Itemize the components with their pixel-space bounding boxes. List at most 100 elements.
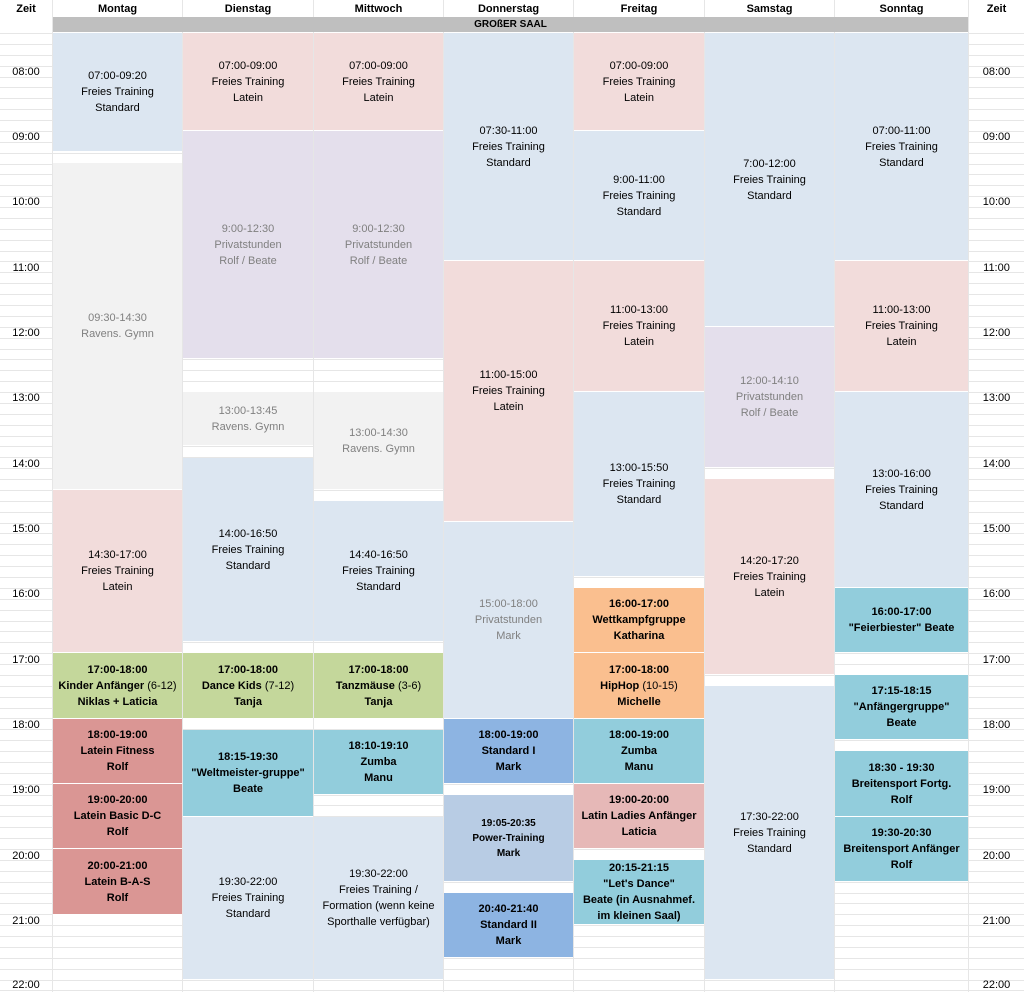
event-subtitle: Rolf	[106, 826, 129, 838]
event-time: 13:00-13:45	[218, 404, 278, 417]
event-time: 20:00-21:00	[87, 859, 148, 872]
event-block: 20:15-21:15 "Let's Dance" Beate (in Ausnah…	[574, 860, 704, 925]
event-subtitle: Standard	[879, 499, 924, 512]
event-time: 17:15-18:15	[871, 685, 932, 697]
event-time: 07:00-09:20	[88, 70, 147, 82]
event-block: 07:00-11:00 Freies Training Standard	[835, 33, 968, 261]
event-subtitle: Latein	[493, 401, 524, 413]
event-subtitle: Laticia	[621, 826, 657, 838]
time-label: 21:00	[982, 915, 1011, 927]
event-subtitle: Latein	[624, 91, 654, 104]
grid-line	[834, 0, 835, 992]
event-subtitle: Standard	[747, 842, 792, 855]
event-block: 17:30-22:00 Freies Training Standard	[705, 686, 834, 980]
event-time: 09:30-14:30	[88, 312, 147, 324]
time-label: 16:00	[12, 588, 40, 600]
event-subtitle: Latein	[886, 336, 917, 348]
event-subtitle: Rolf	[890, 793, 913, 806]
event-subtitle: Rolf / Beate	[740, 407, 799, 419]
event-block: 20:40-21:40 Standard II Mark	[444, 893, 573, 958]
time-label: 13:00	[12, 392, 40, 404]
event-block: 18:00-19:00 Zumba Manu	[574, 719, 704, 784]
time-label: 20:00	[12, 850, 40, 862]
event-time: 14:30-17:00	[88, 549, 147, 561]
grid-line	[704, 0, 705, 992]
day-header-wednesday: Mittwoch	[354, 3, 403, 15]
event-block: 17:00-18:00 Kinder Anfänger (6-12) Niklas …	[53, 653, 182, 719]
event-title: Latein Basic D-C	[73, 810, 162, 822]
event-title: Freies Training	[733, 570, 806, 583]
event-subtitle: Rolf	[106, 761, 129, 773]
event-time: 17:00-18:00	[609, 663, 669, 676]
event-block: 16:00-17:00 "Feierbiester" Beate	[835, 588, 968, 653]
event-block: 17:00-18:00 Dance Kids (7-12) Tanja	[183, 653, 313, 719]
event-subtitle: Beate (in Ausnahmef.	[582, 894, 696, 906]
grid-line	[182, 0, 183, 992]
event-block: 19:30-22:00 Freies Training / Formation (w…	[314, 817, 443, 980]
event-title: Freies Training	[81, 86, 154, 98]
event-title: Ravens. Gymn	[211, 420, 285, 433]
time-label: 22:00	[982, 979, 1011, 991]
event-time: 16:00-17:00	[871, 606, 932, 618]
event-time: 15:00-18:00	[479, 598, 538, 610]
event-block: 15:00-18:00 Privatstunden Mark	[444, 522, 573, 719]
event-time: 12:00-14:10	[740, 375, 799, 387]
event-title: Latin Ladies Anfänger	[581, 810, 697, 822]
event-title: Tanzmäuse	[335, 679, 395, 692]
event-time: 19:30-22:00	[349, 868, 408, 880]
event-time: 17:00-18:00	[348, 663, 409, 676]
time-label: 12:00	[12, 327, 40, 339]
event-title: Freies Training	[865, 483, 938, 496]
event-time: 11:00-15:00	[479, 369, 538, 381]
event-block: 19:30-20:30 Breitensport Anfänger Rolf	[835, 817, 968, 882]
event-subtitle: Rolf / Beate	[349, 254, 408, 267]
event-subtitle: Standard	[225, 559, 271, 572]
event-block: 18:10-19:10 Zumba Manu	[314, 730, 443, 795]
event-title: Privatstunden	[735, 391, 804, 403]
event-subtitle: Katharina	[613, 630, 665, 642]
event-subtitle: Standard	[616, 205, 662, 218]
event-title: Privatstunden	[214, 238, 282, 251]
time-header-right: Zeit	[986, 3, 1007, 15]
event-title: Freies Training	[211, 892, 285, 904]
time-label: 09:00	[12, 131, 40, 143]
event-subtitle: Beate	[233, 783, 263, 795]
time-label: 12:00	[982, 327, 1011, 339]
time-label: 18:00	[12, 719, 40, 731]
day-header-tuesday: Dienstag	[224, 3, 272, 15]
event-time: 18:00-19:00	[87, 729, 148, 741]
event-subtitle: Standard	[225, 908, 271, 920]
day-header-sunday: Sonntag	[879, 3, 924, 15]
event-block: 11:00-15:00 Freies Training Latein	[444, 261, 573, 522]
event-title: Freies Training	[472, 140, 545, 153]
event-block: 13:00-14:30 Ravens. Gymn	[314, 392, 443, 490]
event-subtitle: Latein	[233, 91, 263, 104]
event-time: 11:00-13:00	[610, 304, 668, 316]
event-title: Freies Training	[211, 75, 285, 88]
event-time: 9:00-11:00	[613, 173, 665, 186]
event-title: Standard I	[481, 745, 536, 757]
time-label: 14:00	[12, 458, 40, 470]
event-title: Privatstunden	[474, 614, 543, 626]
event-title: Latein B-A-S	[84, 875, 151, 888]
event-time: 14:00-16:50	[218, 527, 278, 540]
event-block: 13:00-13:45 Ravens. Gymn	[183, 392, 313, 446]
event-subtitle: Rolf	[890, 859, 913, 871]
event-block: 14:20-17:20 Freies Training Latein	[705, 479, 834, 675]
day-header-friday: Freitag	[620, 3, 658, 15]
event-block: 19:30-22:00 Freies Training Standard	[183, 817, 313, 980]
event-time: 9:00-12:30	[352, 222, 405, 235]
time-label: 17:00	[12, 654, 40, 666]
event-subtitle: Manu	[364, 772, 393, 784]
event-subtitle: Latein	[624, 336, 654, 348]
event-block: 17:15-18:15 "Anfängergruppe" Beate	[835, 675, 968, 740]
grid-line	[443, 0, 444, 992]
event-subtitle: Mark	[496, 847, 521, 859]
event-title: "Let's Dance"	[603, 878, 675, 890]
event-time: 14:20-17:20	[740, 554, 799, 567]
event-title: Freies Training /	[339, 884, 418, 896]
event-time: 11:00-13:00	[872, 304, 931, 316]
time-label: 18:00	[982, 719, 1011, 731]
event-block: 07:00-09:00 Freies Training Latein	[314, 33, 443, 131]
grid-line	[0, 969, 1024, 970]
